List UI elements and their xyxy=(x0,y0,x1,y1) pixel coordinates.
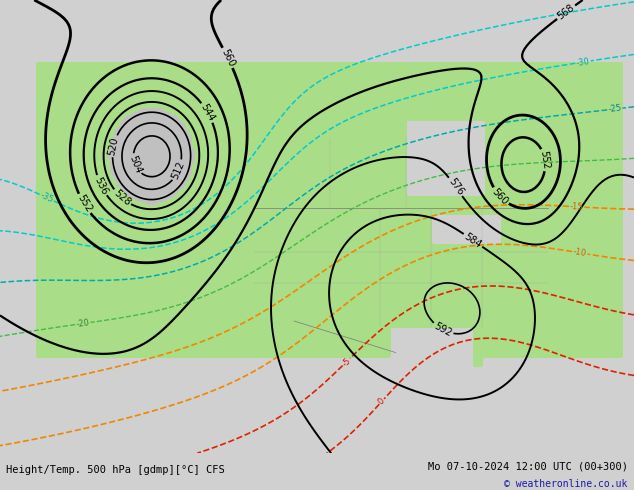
Text: 552: 552 xyxy=(538,150,551,170)
Text: 528: 528 xyxy=(112,188,132,208)
Text: -25: -25 xyxy=(607,104,622,114)
Text: 504: 504 xyxy=(127,154,143,175)
Text: -10: -10 xyxy=(573,247,587,258)
Text: 520: 520 xyxy=(107,136,120,156)
Text: 576: 576 xyxy=(446,176,465,197)
Text: -20: -20 xyxy=(75,318,90,329)
Text: -5: -5 xyxy=(340,356,353,368)
Text: © weatheronline.co.uk: © weatheronline.co.uk xyxy=(504,480,628,490)
Text: 0: 0 xyxy=(377,396,387,407)
Text: 584: 584 xyxy=(463,231,484,250)
Text: 560: 560 xyxy=(490,186,510,207)
Text: Mo 07-10-2024 12:00 UTC (00+300): Mo 07-10-2024 12:00 UTC (00+300) xyxy=(428,461,628,471)
Text: 544: 544 xyxy=(198,102,216,123)
Text: 536: 536 xyxy=(93,175,110,196)
Text: -30: -30 xyxy=(576,56,590,68)
Text: Height/Temp. 500 hPa [gdmp][°C] CFS: Height/Temp. 500 hPa [gdmp][°C] CFS xyxy=(6,465,225,475)
Text: -35: -35 xyxy=(39,191,55,205)
Text: 552: 552 xyxy=(75,193,93,215)
Text: 560: 560 xyxy=(219,48,236,68)
Text: 512: 512 xyxy=(170,160,187,181)
Text: 568: 568 xyxy=(555,2,576,22)
Text: -15: -15 xyxy=(570,202,584,212)
Text: 592: 592 xyxy=(432,321,453,339)
